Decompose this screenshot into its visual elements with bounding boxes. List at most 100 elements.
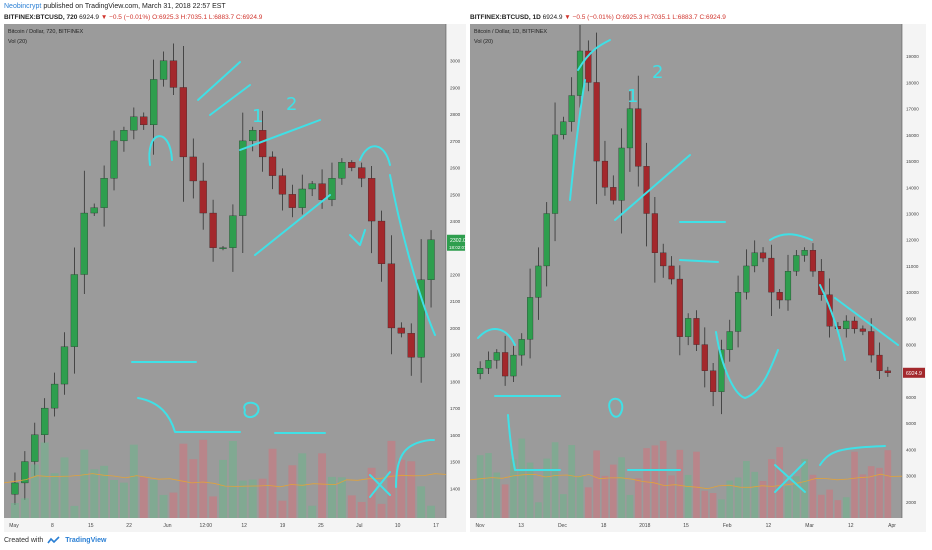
left-candle	[50, 383, 59, 409]
left-x-tick-label: 12	[241, 523, 247, 529]
left-candle	[21, 461, 29, 484]
right-annotation-1: 1	[627, 86, 638, 107]
right-candle	[843, 320, 850, 330]
right-annotation-2: 2	[652, 62, 663, 83]
left-candle	[367, 178, 376, 222]
right-volume-bar	[867, 466, 875, 518]
left-candle	[189, 156, 197, 182]
publish-header: Neobincrypt published on TradingView.com…	[4, 2, 226, 11]
right-y-tick-label: 10000	[906, 290, 919, 295]
right-candle	[743, 265, 750, 293]
left-candle	[259, 130, 267, 158]
right-volume-bar	[659, 440, 667, 518]
left-low: L:6883.7	[208, 14, 235, 21]
left-high: H:7035.1	[180, 14, 208, 21]
left-candle	[318, 183, 326, 200]
left-volume-bar	[219, 459, 227, 518]
right-y-tick-label: 14000	[906, 185, 919, 190]
author-link[interactable]: Neobincrypt	[4, 3, 42, 10]
left-volume-bar	[159, 494, 168, 518]
right-drawing-trend	[834, 297, 899, 346]
right-volume-bar	[776, 447, 784, 518]
left-close: C:6924.9	[236, 14, 263, 21]
right-candle	[710, 370, 717, 392]
right-time-axis	[470, 518, 926, 532]
right-y-tick-label: 2000	[906, 500, 917, 505]
right-candle	[826, 294, 833, 327]
left-y-tick-label: 2200	[450, 273, 461, 278]
right-volume-bar	[609, 464, 617, 518]
right-volume-bar	[784, 485, 792, 518]
left-candle	[427, 239, 435, 280]
publish-info: published on TradingView.com, March 31, …	[43, 3, 226, 10]
right-volume-bar	[535, 502, 542, 518]
left-candle	[338, 162, 346, 179]
left-y-tick-label: 1900	[450, 353, 461, 358]
right-volume-bar	[676, 449, 684, 518]
right-volume-bar	[560, 494, 567, 518]
right-volume-bar	[551, 442, 559, 518]
right-volume-bar	[593, 450, 600, 518]
right-volume-bar	[568, 445, 576, 518]
left-candle	[199, 180, 207, 214]
left-change: −0.5 (−0.01%)	[109, 14, 151, 21]
right-volume-bar	[743, 461, 750, 518]
right-low: L:6883.7	[672, 14, 698, 21]
left-ohlc-line: BITFINEX:BTCUSD, 720 6924.9 ▼ −0.5 (−0.0…	[4, 14, 262, 22]
left-plot-background	[4, 24, 446, 518]
right-candle	[576, 50, 584, 96]
left-candle	[219, 247, 227, 249]
right-candle	[626, 108, 633, 149]
left-candle	[249, 130, 257, 142]
left-drawing-arch-2	[359, 145, 391, 166]
right-volume-bar	[726, 480, 734, 518]
left-volume-bar	[258, 478, 267, 518]
left-candle	[278, 175, 287, 195]
right-candle	[618, 147, 625, 201]
right-drawing-arch	[477, 328, 516, 346]
left-candle	[407, 333, 415, 358]
down-arrow-icon: ▼	[564, 14, 571, 21]
footer-brand[interactable]: TradingView	[65, 537, 107, 544]
left-volume-bar	[268, 448, 277, 518]
left-last: 6924.9	[79, 14, 100, 21]
left-y-tick-label: 1500	[450, 460, 461, 465]
left-candle	[328, 178, 336, 200]
left-annotation-2: 2	[286, 94, 297, 115]
left-volume-bar	[50, 473, 59, 518]
left-x-tick-label: May	[9, 523, 19, 529]
right-candle	[560, 121, 567, 136]
right-volume-bar	[751, 471, 759, 518]
right-candle	[851, 320, 858, 330]
left-volume-bar	[30, 464, 39, 518]
left-volume-bar	[129, 444, 138, 518]
right-chart-pane[interactable]: 2000300040005000600070008000900010000110…	[469, 24, 926, 532]
right-candle	[801, 250, 808, 256]
right-volume-bar	[576, 475, 584, 518]
right-x-tick-label: 15	[683, 523, 689, 529]
right-x-tick-label: Mar	[805, 523, 814, 529]
left-y-tick-label: 1600	[450, 433, 461, 438]
left-chart-pane[interactable]: 1400150016001700180019002000210022002300…	[3, 24, 467, 532]
left-y-tick-label: 2600	[450, 166, 461, 171]
left-volume-bar	[110, 479, 118, 518]
right-y-tick-label: 3000	[906, 474, 917, 479]
right-volume-bar	[809, 474, 817, 518]
left-volume-bar	[407, 461, 416, 518]
left-candle	[130, 116, 138, 131]
left-volume-bar	[139, 476, 148, 518]
right-volume-bar	[834, 500, 842, 518]
right-volume-bar	[768, 459, 775, 518]
left-candle	[41, 407, 49, 435]
right-volume-bar	[842, 497, 850, 518]
left-candle	[298, 188, 306, 208]
right-candle	[809, 250, 817, 272]
left-candle	[308, 183, 316, 190]
right-drawing-wedge	[614, 154, 691, 221]
right-candle	[693, 318, 700, 345]
right-close: C:6924.9	[699, 14, 726, 21]
left-x-tick-label: Jun	[163, 523, 171, 529]
right-y-tick-label: 11000	[906, 264, 919, 269]
left-x-tick-label: 12:00	[200, 523, 213, 529]
